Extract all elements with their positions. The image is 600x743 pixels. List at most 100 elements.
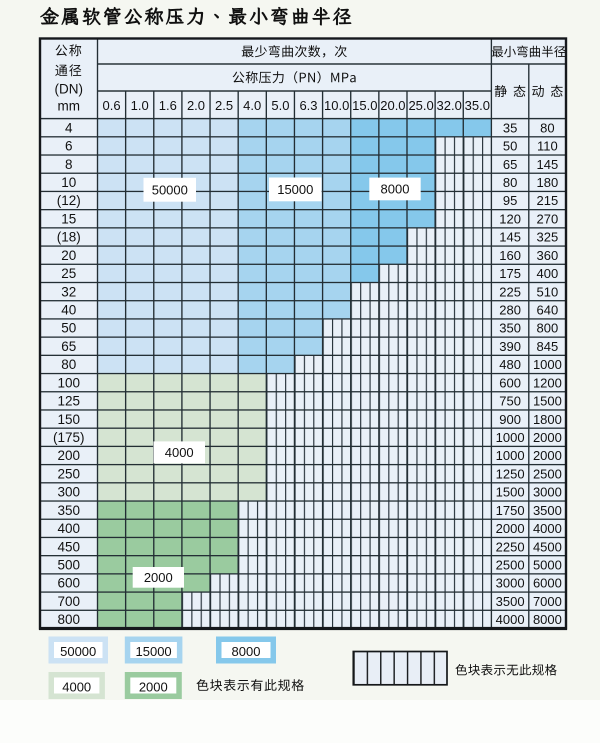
svg-text:3000: 3000: [496, 576, 525, 591]
svg-text:800: 800: [58, 612, 81, 627]
svg-text:25.0: 25.0: [408, 98, 433, 113]
svg-text:2000: 2000: [533, 430, 562, 445]
svg-text:6.3: 6.3: [299, 98, 317, 113]
svg-text:2000: 2000: [144, 570, 173, 585]
svg-text:35: 35: [503, 120, 517, 135]
svg-text:(18): (18): [57, 230, 81, 245]
svg-text:175: 175: [499, 266, 521, 281]
svg-text:5000: 5000: [533, 558, 562, 573]
svg-text:1.0: 1.0: [131, 98, 149, 113]
svg-text:4000: 4000: [533, 521, 562, 536]
svg-text:510: 510: [537, 284, 559, 299]
svg-text:15.0: 15.0: [352, 98, 377, 113]
svg-text:1500: 1500: [533, 394, 562, 409]
svg-text:390: 390: [499, 339, 521, 354]
svg-text:(12): (12): [57, 193, 81, 208]
svg-text:10: 10: [61, 175, 76, 190]
svg-text:32.0: 32.0: [437, 98, 462, 113]
svg-text:3000: 3000: [533, 485, 562, 500]
svg-text:450: 450: [58, 539, 81, 554]
svg-text:500: 500: [58, 558, 81, 573]
svg-text:6000: 6000: [533, 576, 562, 591]
svg-text:2500: 2500: [496, 558, 525, 573]
svg-text:1000: 1000: [533, 357, 562, 372]
svg-text:145: 145: [537, 157, 559, 172]
svg-text:180: 180: [537, 175, 559, 190]
svg-text:150: 150: [58, 412, 81, 427]
svg-text:(175): (175): [53, 430, 85, 445]
svg-text:4000: 4000: [62, 680, 91, 695]
svg-text:250: 250: [58, 466, 81, 481]
svg-text:160: 160: [499, 248, 521, 263]
svg-text:145: 145: [499, 230, 521, 245]
svg-text:15: 15: [61, 212, 76, 227]
svg-text:640: 640: [537, 303, 559, 318]
svg-text:125: 125: [58, 394, 81, 409]
svg-text:6: 6: [65, 139, 73, 154]
svg-text:50000: 50000: [152, 182, 188, 197]
svg-text:0.6: 0.6: [103, 98, 121, 113]
svg-text:300: 300: [58, 485, 81, 500]
svg-text:50: 50: [503, 139, 517, 154]
svg-text:8000: 8000: [232, 644, 261, 659]
svg-text:4.0: 4.0: [243, 98, 261, 113]
svg-text:200: 200: [58, 448, 81, 463]
svg-text:20.0: 20.0: [380, 98, 405, 113]
svg-text:120: 120: [499, 212, 521, 227]
svg-text:360: 360: [537, 248, 559, 263]
svg-text:95: 95: [503, 193, 517, 208]
svg-text:2.0: 2.0: [187, 98, 205, 113]
svg-text:2250: 2250: [496, 539, 525, 554]
svg-text:35.0: 35.0: [465, 98, 490, 113]
svg-text:1800: 1800: [533, 412, 562, 427]
svg-text:325: 325: [537, 230, 559, 245]
svg-text:8000: 8000: [533, 612, 562, 627]
svg-text:280: 280: [499, 303, 521, 318]
svg-text:100: 100: [58, 375, 81, 390]
svg-text:8000: 8000: [381, 182, 410, 197]
svg-text:225: 225: [499, 284, 521, 299]
svg-text:80: 80: [540, 120, 554, 135]
svg-text:65: 65: [503, 157, 517, 172]
svg-text:600: 600: [58, 576, 81, 591]
svg-text:2000: 2000: [496, 521, 525, 536]
svg-text:800: 800: [537, 321, 559, 336]
svg-text:2500: 2500: [533, 466, 562, 481]
svg-text:10.0: 10.0: [324, 98, 349, 113]
svg-text:2.5: 2.5: [215, 98, 233, 113]
svg-text:80: 80: [503, 175, 517, 190]
svg-text:350: 350: [499, 321, 521, 336]
svg-text:25: 25: [61, 266, 76, 281]
svg-text:4000: 4000: [165, 445, 194, 460]
svg-text:1000: 1000: [496, 430, 525, 445]
svg-text:1.6: 1.6: [159, 98, 177, 113]
svg-text:15000: 15000: [136, 644, 172, 659]
svg-text:2000: 2000: [139, 680, 168, 695]
svg-text:4: 4: [65, 120, 73, 135]
svg-text:270: 270: [537, 212, 559, 227]
svg-text:40: 40: [61, 303, 76, 318]
svg-text:1500: 1500: [496, 485, 525, 500]
svg-text:7000: 7000: [533, 594, 562, 609]
svg-text:1000: 1000: [496, 448, 525, 463]
svg-text:215: 215: [537, 193, 559, 208]
svg-text:50: 50: [61, 321, 76, 336]
svg-text:8: 8: [65, 157, 73, 172]
svg-text:1750: 1750: [496, 503, 525, 518]
svg-text:900: 900: [499, 412, 521, 427]
svg-text:15000: 15000: [277, 182, 313, 197]
svg-text:350: 350: [58, 503, 81, 518]
svg-text:(DN): (DN): [55, 81, 84, 96]
svg-text:mm: mm: [58, 99, 81, 114]
svg-text:480: 480: [499, 357, 521, 372]
svg-text:1200: 1200: [533, 375, 562, 390]
svg-text:845: 845: [537, 339, 559, 354]
svg-text:4000: 4000: [496, 612, 525, 627]
svg-text:750: 750: [499, 394, 521, 409]
svg-text:400: 400: [537, 266, 559, 281]
svg-text:1250: 1250: [496, 466, 525, 481]
svg-text:65: 65: [61, 339, 76, 354]
svg-text:3500: 3500: [496, 594, 525, 609]
svg-text:2000: 2000: [533, 448, 562, 463]
svg-text:4500: 4500: [533, 539, 562, 554]
